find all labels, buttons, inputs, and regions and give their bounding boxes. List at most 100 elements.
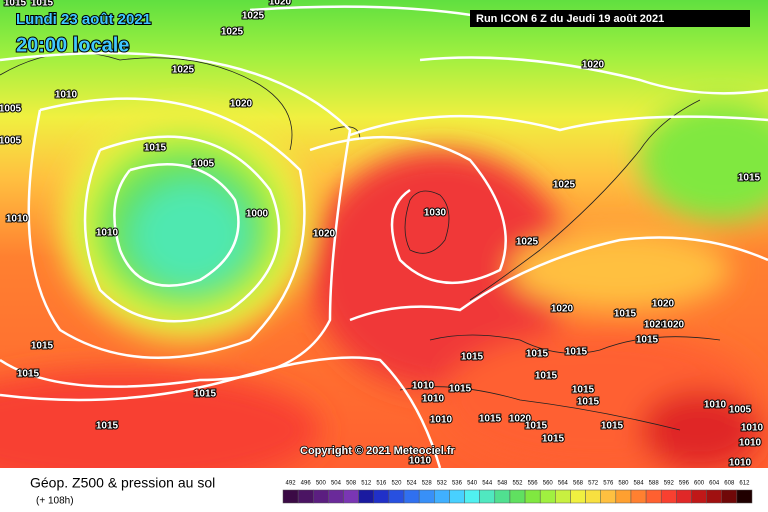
isobar-label: 1010 <box>55 90 78 101</box>
isobar-label: 1020 <box>269 0 292 8</box>
isobar-label: 1015 <box>479 414 502 425</box>
isobar-label: 1025 <box>516 237 539 248</box>
isobar-label: 1010 <box>422 394 445 405</box>
run-box <box>470 10 750 27</box>
scale-swatch <box>539 489 556 504</box>
isobar-label: 1015 <box>577 397 600 408</box>
isobar-label: 1015 <box>542 434 565 445</box>
isobar-label: 1015 <box>636 335 659 346</box>
isobar-label: 1010 <box>6 214 29 225</box>
scale-label: 612 <box>739 481 750 487</box>
scale-swatch <box>645 489 662 504</box>
scale-swatch <box>418 489 435 504</box>
isobar-label: 1005 <box>0 104 22 115</box>
scale-label: 600 <box>694 481 705 487</box>
scale-swatch <box>449 489 465 504</box>
isobar-label: 1010 <box>741 423 764 434</box>
scale-label: 532 <box>437 481 448 487</box>
isobar-label: 1015 <box>525 421 548 432</box>
scale-label: 568 <box>573 481 584 487</box>
isobar-label: 1025 <box>221 27 244 38</box>
isobar-label: 1020 <box>662 320 685 331</box>
scale-swatch <box>524 489 541 504</box>
footer-title: Géop. Z500 & pression au sol <box>30 475 215 491</box>
scale-swatch <box>600 489 617 504</box>
isobar-label: 1015 <box>194 389 217 400</box>
scale-label: 528 <box>422 481 433 487</box>
scale-label: 592 <box>664 481 675 487</box>
run-info: Run ICON 6 Z du Jeudi 19 août 2021 <box>476 13 664 25</box>
scale-label: 564 <box>558 481 569 487</box>
isobar-label: 1015 <box>738 173 761 184</box>
isobar-label: 1010 <box>412 381 435 392</box>
field <box>0 0 768 468</box>
scale-label: 540 <box>467 481 478 487</box>
isobar-label: 1020 <box>652 299 675 310</box>
scale-swatch <box>403 489 420 504</box>
scale-label: 588 <box>649 481 660 487</box>
scale-swatch <box>297 489 314 504</box>
scale-swatch <box>585 489 601 504</box>
isobar-label: 1020 <box>551 304 574 315</box>
scale-label: 520 <box>391 481 402 487</box>
scale-label: 596 <box>679 481 690 487</box>
isobar-label: 1010 <box>430 415 453 426</box>
scale-label: 552 <box>512 481 523 487</box>
scale-swatch <box>509 489 526 504</box>
scale-swatch <box>630 489 647 504</box>
scale-swatch <box>660 489 677 504</box>
scale-swatch <box>479 489 496 504</box>
isobar-label: 1010 <box>704 400 727 411</box>
scale-label: 504 <box>331 481 342 487</box>
scale-label: 584 <box>634 481 645 487</box>
scale-label: 508 <box>346 481 357 487</box>
isobar-label: 1015 <box>4 0 27 9</box>
scale-swatch <box>736 489 753 504</box>
scale-swatch <box>373 489 390 504</box>
isobar-label: 1000 <box>246 209 269 220</box>
scale-swatch <box>343 489 359 504</box>
isobar-label: 1015 <box>572 385 595 396</box>
isobar-label: 1015 <box>601 421 624 432</box>
scale-label: 572 <box>588 481 599 487</box>
scale-swatch <box>282 489 299 504</box>
isobar-label: 1010 <box>739 438 762 449</box>
scale-label: 604 <box>709 481 720 487</box>
valid-time: 20:00 locale <box>16 34 129 56</box>
isobar-label: 1030 <box>424 208 447 219</box>
isobar-label: 1015 <box>144 143 167 154</box>
isobar-label: 1015 <box>526 349 549 360</box>
isobar-label: 1015 <box>17 369 40 380</box>
scale-label: 516 <box>376 481 387 487</box>
scale-label: 536 <box>452 481 463 487</box>
isobar-label: 1015 <box>31 341 54 352</box>
isobar-label: 1015 <box>449 384 472 395</box>
scale-label: 580 <box>618 481 629 487</box>
scale-label: 512 <box>361 481 372 487</box>
scale-swatch <box>691 489 707 504</box>
scale-swatch <box>464 489 480 504</box>
isobar-label: 1005 <box>192 159 215 170</box>
isobar-label: 1020 <box>644 320 667 331</box>
scale-label: 544 <box>482 481 493 487</box>
isobar-label: 1025 <box>553 180 576 191</box>
scale-label: 524 <box>407 481 418 487</box>
scale-label: 548 <box>497 481 508 487</box>
isobar-label: 1010 <box>409 456 432 467</box>
isobar-label: 1020 <box>230 99 253 110</box>
scale-swatch <box>570 489 586 504</box>
isobar-label: 1015 <box>565 347 588 358</box>
isobar-label: 1025 <box>242 11 265 22</box>
isobar-label: 1025 <box>172 65 195 76</box>
color-scale: 492 496 500 504 508 512 516 520 524 528 532 536 540 5… <box>282 481 753 504</box>
scale-swatch <box>676 489 692 504</box>
scale-label: 500 <box>316 481 327 487</box>
isobar-label: 1020 <box>313 229 336 240</box>
scale-swatch <box>706 489 722 504</box>
forecast-lead: (+ 108h) <box>36 496 74 507</box>
valid-date: Lundi 23 août 2021 <box>16 11 151 28</box>
isobar-label: 1020 <box>582 60 605 71</box>
scale-swatch <box>313 489 329 504</box>
scale-swatch <box>615 489 632 504</box>
